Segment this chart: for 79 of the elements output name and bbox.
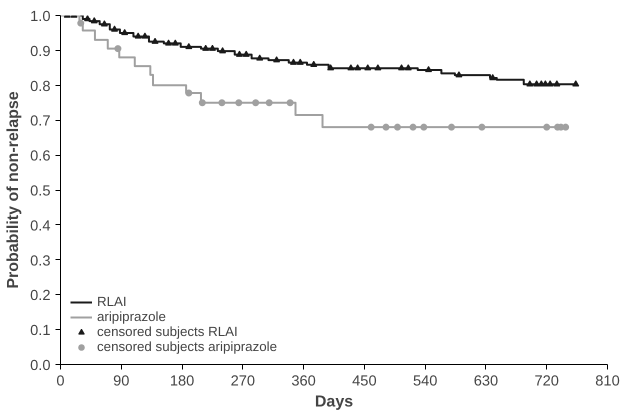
- point: [286, 99, 294, 106]
- x-tick-label: 90: [113, 374, 130, 390]
- point: [152, 38, 159, 44]
- point: [114, 45, 122, 52]
- x-tick-label: 810: [595, 374, 620, 390]
- point: [121, 28, 128, 36]
- point: [290, 58, 297, 65]
- y-tick-label: 0.0: [30, 358, 50, 374]
- x-tick-label: 360: [291, 374, 316, 390]
- point: [455, 71, 462, 78]
- point: [364, 64, 372, 70]
- point: [273, 56, 280, 62]
- point: [310, 60, 318, 67]
- point: [398, 64, 406, 70]
- point: [448, 124, 456, 131]
- point: [382, 124, 390, 131]
- y-tick-label: 0.4: [30, 218, 50, 234]
- point: [543, 124, 550, 131]
- legend-label: RLAI: [97, 294, 127, 309]
- point: [84, 16, 92, 22]
- point: [368, 124, 375, 131]
- point: [219, 47, 226, 54]
- point: [553, 80, 560, 86]
- y-tick-label: 0.8: [30, 78, 50, 95]
- y-tick-label: 0.6: [30, 148, 50, 165]
- x-tick-label: 180: [170, 374, 194, 390]
- point: [296, 58, 304, 65]
- point: [478, 124, 486, 131]
- point: [235, 99, 242, 106]
- point: [236, 50, 243, 57]
- point: [489, 74, 496, 80]
- y-tick-label: 0.2: [30, 288, 50, 304]
- y-axis-title: Probability of non-relapse: [5, 91, 22, 289]
- point: [266, 99, 273, 106]
- point: [185, 42, 192, 50]
- point: [111, 25, 118, 32]
- y-tick-label: 0.7: [30, 114, 50, 130]
- point: [526, 80, 534, 86]
- point: [404, 64, 412, 70]
- point: [410, 124, 417, 131]
- point: [218, 99, 226, 106]
- y-tick-label: 1.0: [30, 9, 50, 25]
- point: [100, 20, 108, 26]
- y-tick-label: 0.9: [30, 44, 50, 60]
- x-axis-title: Days: [314, 394, 354, 410]
- point: [90, 17, 98, 24]
- point: [374, 64, 382, 70]
- x-tick-label: 450: [352, 374, 377, 390]
- point: [562, 124, 570, 131]
- x-tick-label: 270: [230, 374, 256, 390]
- point: [134, 32, 142, 39]
- point: [242, 50, 250, 57]
- point: [202, 44, 210, 51]
- point: [208, 44, 216, 51]
- point: [256, 54, 264, 61]
- point: [425, 66, 432, 72]
- point: [394, 124, 401, 131]
- legend-label: censored subjects aripiprazole: [97, 339, 278, 354]
- point: [198, 99, 206, 106]
- point: [572, 80, 580, 86]
- x-tick-label: 540: [412, 374, 438, 390]
- x-tick-label: 0: [56, 374, 65, 390]
- point: [347, 64, 354, 70]
- y-tick-label: 0.5: [30, 184, 50, 200]
- x-tick-label: 630: [474, 374, 498, 390]
- point: [185, 89, 192, 96]
- legend-label: aripiprazole: [97, 309, 166, 324]
- point: [77, 20, 84, 27]
- point: [141, 32, 148, 39]
- point: [354, 64, 362, 70]
- point: [172, 39, 179, 46]
- point: [252, 99, 260, 106]
- legend-label: censored subjects RLAI: [97, 324, 238, 339]
- x-tick-label: 720: [534, 374, 559, 390]
- y-tick-label: 0.1: [30, 323, 50, 340]
- point: [327, 64, 334, 70]
- y-tick-label: 0.3: [30, 253, 50, 270]
- point: [165, 39, 172, 46]
- point: [420, 124, 428, 131]
